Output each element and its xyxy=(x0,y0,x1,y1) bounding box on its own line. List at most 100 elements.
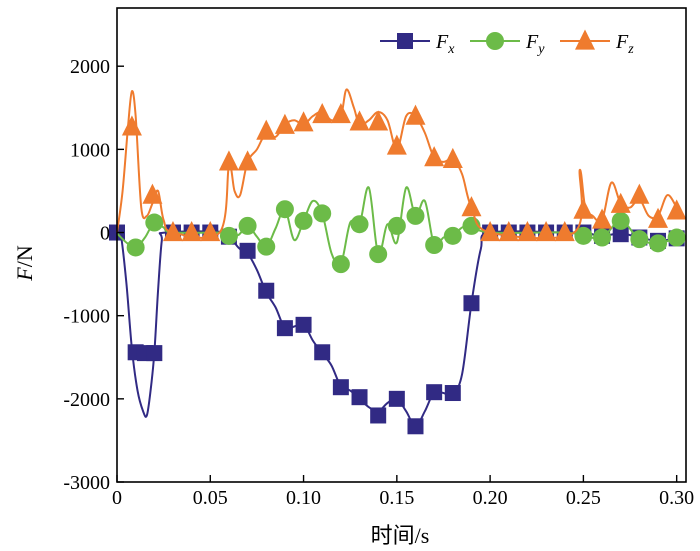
series-fy-marker xyxy=(257,237,276,256)
y-tick-label: -3000 xyxy=(63,472,110,494)
series-fy-marker xyxy=(406,206,425,225)
series-fx-marker xyxy=(407,418,424,435)
y-axis-title-unit: /N xyxy=(12,245,37,267)
series-fz-marker xyxy=(461,196,482,217)
series-fz-marker xyxy=(648,207,669,228)
axes: 0 0.05 0.10 0.15 0.20 0.25 0.30 -3000 -2000 -1000… xyxy=(63,56,694,509)
y-tick-label: -1000 xyxy=(63,306,110,328)
series-fx-marker xyxy=(314,344,331,361)
legend-fz-marker xyxy=(575,29,595,50)
series-fz-marker xyxy=(200,221,221,242)
x-tick-label: 0.25 xyxy=(566,487,601,509)
series-fy-marker xyxy=(593,228,612,247)
series-fz-marker xyxy=(349,110,370,131)
series-fx-marker xyxy=(146,345,163,362)
legend-fx-label: Fx xyxy=(435,31,455,57)
series-fy-marker xyxy=(238,216,257,235)
series-fy-marker xyxy=(387,216,406,235)
series-fy-marker xyxy=(275,200,294,219)
legend-item-fx: Fx xyxy=(380,31,455,57)
series-fy-marker xyxy=(574,226,593,245)
series-fz-marker xyxy=(573,198,594,219)
y-tick-label: 1000 xyxy=(70,139,110,161)
series-layer xyxy=(109,88,687,435)
legend-fy-label-sub: y xyxy=(536,42,545,57)
series-fx-marker xyxy=(463,295,480,312)
series-fx-marker xyxy=(239,242,256,259)
series-fx-marker xyxy=(351,389,368,406)
legend-fz-label-sub: z xyxy=(627,42,634,57)
legend-fx-marker xyxy=(397,33,413,49)
x-tick-label: 0.20 xyxy=(473,487,508,509)
series-fy-marker xyxy=(369,245,388,264)
series-fx-marker xyxy=(612,226,629,243)
series-fz-marker xyxy=(237,150,258,171)
series-fy-marker xyxy=(219,226,238,245)
x-tick-label: 0.10 xyxy=(286,487,321,509)
legend-fx-label-main: F xyxy=(435,31,449,53)
series-fz-marker xyxy=(498,221,519,242)
series-fy xyxy=(116,186,686,274)
y-axis-title-symbol: F xyxy=(12,267,37,282)
series-fx xyxy=(109,224,685,435)
series-fx-marker xyxy=(276,320,293,337)
series-fy-marker xyxy=(425,236,444,254)
series-fx-marker xyxy=(444,385,461,402)
series-fz-marker xyxy=(386,134,407,155)
series-fz-marker xyxy=(405,104,426,125)
series-fz-marker xyxy=(121,115,142,136)
series-fz-marker xyxy=(610,192,631,213)
series-fy-marker xyxy=(126,238,145,257)
x-tick-label: 0 xyxy=(112,487,122,509)
series-fy-marker xyxy=(649,234,668,253)
series-fy-marker xyxy=(145,213,164,232)
series-fz-marker xyxy=(629,183,650,204)
series-fz-marker xyxy=(536,221,557,242)
series-fz-marker xyxy=(274,113,295,134)
series-fz-marker xyxy=(330,102,351,124)
legend-fx-label-sub: x xyxy=(447,42,455,57)
series-fz xyxy=(116,88,687,242)
series-fy-marker xyxy=(331,255,350,274)
series-fy-marker xyxy=(667,228,686,247)
series-fy-marker xyxy=(350,215,369,234)
series-fy-marker xyxy=(630,230,649,249)
x-tick-label: 0.05 xyxy=(193,487,228,509)
series-fy-marker xyxy=(443,226,462,245)
series-fy-marker xyxy=(611,211,630,230)
series-fz-marker xyxy=(517,221,538,242)
series-fx-marker xyxy=(258,282,275,299)
series-fx-marker xyxy=(332,379,349,396)
series-fz-marker xyxy=(293,111,314,132)
series-fz-marker xyxy=(181,221,202,242)
legend-fz-label-main: F xyxy=(615,31,629,53)
plot-frame xyxy=(116,7,687,483)
series-fz-marker xyxy=(442,147,463,168)
x-tick-label: 0.30 xyxy=(659,487,694,509)
y-tick-label: -2000 xyxy=(63,389,110,411)
series-fx-marker xyxy=(426,384,443,401)
series-fz-marker xyxy=(256,119,277,140)
series-fz-marker xyxy=(218,150,239,171)
series-fz-marker xyxy=(142,183,163,204)
series-fz-marker xyxy=(666,199,687,220)
y-tick-label: 2000 xyxy=(70,56,110,78)
series-fz-marker xyxy=(424,146,445,167)
y-axis-title: F/N xyxy=(12,245,37,282)
legend: Fx Fy Fz xyxy=(380,29,634,57)
series-fz-line xyxy=(116,88,678,240)
series-fx-marker xyxy=(388,390,405,407)
series-fz-marker xyxy=(480,221,501,242)
series-fz-marker xyxy=(162,221,183,242)
series-fx-marker xyxy=(295,316,312,333)
x-tick-label: 0.15 xyxy=(379,487,414,509)
x-axis-title: 时间/s xyxy=(371,523,430,548)
series-fy-marker xyxy=(294,211,313,230)
y-tick-label: 0 xyxy=(100,223,110,245)
series-fz-marker xyxy=(368,110,389,131)
legend-fy-label: Fy xyxy=(525,31,545,57)
legend-fy-marker xyxy=(486,32,504,50)
series-fz-marker xyxy=(312,102,333,124)
legend-fy-label-main: F xyxy=(525,31,539,53)
